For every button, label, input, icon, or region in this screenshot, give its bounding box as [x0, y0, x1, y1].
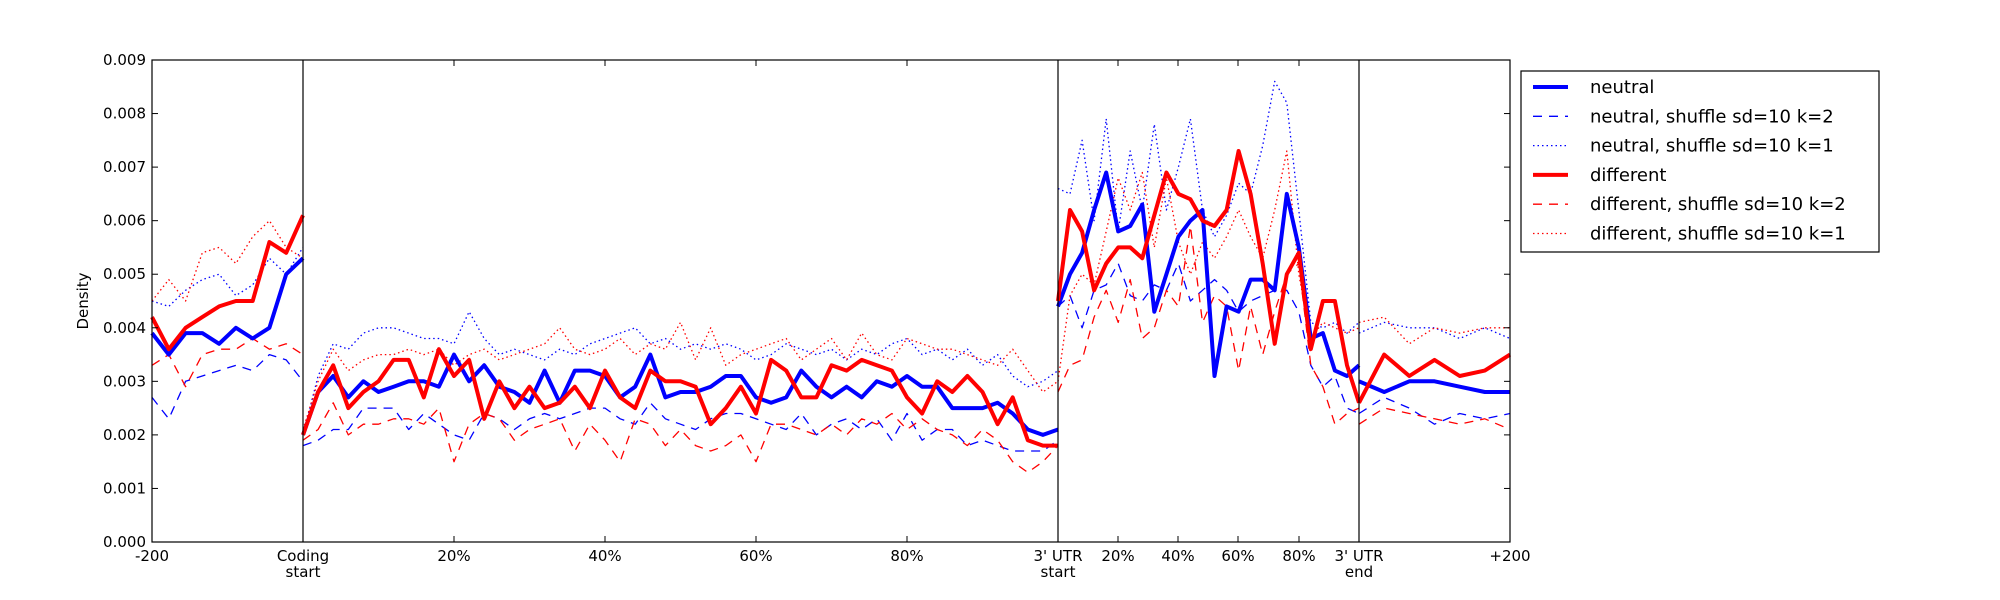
- y-tick-label: 0.008: [103, 105, 146, 123]
- legend-label: different, shuffle sd=10 k=2: [1590, 194, 1846, 215]
- series-line-segment: [302, 321, 1059, 430]
- series-line-segment: [1056, 149, 1361, 404]
- series-line-segment: [301, 347, 1058, 448]
- y-tick-label: 0.002: [103, 426, 146, 444]
- legend-label: different, shuffle sd=10 k=1: [1590, 224, 1846, 245]
- y-axis-label: Density: [74, 272, 92, 329]
- x-tick-label: 80%: [1282, 547, 1315, 565]
- series-layer: [150, 80, 1512, 474]
- legend-label: different: [1590, 165, 1666, 186]
- series-line-segment: [150, 256, 305, 357]
- y-tick-label: 0.001: [103, 479, 146, 497]
- x-tick-label: 3' UTR end: [1335, 547, 1384, 581]
- legend-label: neutral: [1590, 77, 1654, 98]
- series-line-segment: [1357, 352, 1512, 404]
- region-boundaries: [302, 60, 1360, 542]
- x-tick-label: 3' UTR start: [1034, 547, 1083, 581]
- x-tick-label: 20%: [437, 547, 470, 565]
- series-line-segment: [1358, 396, 1511, 425]
- y-tick-label: 0.006: [103, 212, 146, 230]
- series-line-segment: [302, 402, 1059, 474]
- y-tick-label: 0.004: [103, 319, 146, 337]
- series-line-segment: [1358, 407, 1511, 431]
- axes: 0.000 0.001 0.002 0.003 0.004 0.005 0.006 0.007…: [103, 51, 1531, 581]
- y-tick-label: 0.009: [103, 51, 146, 69]
- y-tick-label: 0.003: [103, 372, 146, 390]
- series-different: [150, 149, 1512, 448]
- series-line-segment: [1358, 379, 1510, 394]
- legend-box: [1520, 70, 1880, 253]
- series-line-segment: [1057, 225, 1360, 425]
- x-tick-label: 20%: [1101, 547, 1134, 565]
- x-tick-label: -200: [135, 547, 169, 565]
- series-line-segment: [1057, 80, 1360, 334]
- legend: neutral neutral, shuffle sd=10 k=2 neutral…: [1520, 70, 1880, 253]
- x-tick-label: 40%: [1161, 547, 1194, 565]
- series-line-segment: [151, 337, 304, 388]
- y-tick-label: 0.000: [103, 533, 146, 551]
- x-tick-label: 60%: [739, 547, 772, 565]
- series-neutral-shuffle-sd-10-k-1: [151, 80, 1511, 436]
- series-neutral-shuffle-sd-10-k-2: [151, 262, 1511, 452]
- series-line-segment: [302, 402, 1059, 452]
- plot-frame: [151, 59, 1511, 543]
- series-line-segment: [1358, 321, 1511, 340]
- series-different-shuffle-sd-10-k-1: [151, 150, 1510, 430]
- y-tick-label: 0.007: [103, 158, 146, 176]
- y-tick-label: 0.005: [103, 265, 146, 283]
- series-line-segment: [151, 220, 304, 302]
- x-tick-label: 80%: [890, 547, 923, 565]
- series-line-segment: [302, 311, 1059, 436]
- legend-label: neutral, shuffle sd=10 k=1: [1590, 136, 1834, 157]
- series-different-shuffle-sd-10-k-2: [151, 225, 1511, 474]
- legend-label: neutral, shuffle sd=10 k=2: [1590, 106, 1834, 127]
- series-line-segment: [151, 353, 304, 420]
- x-tick-label: +200: [1489, 547, 1530, 565]
- x-tick-label: 60%: [1221, 547, 1254, 565]
- x-tick-label: 40%: [588, 547, 621, 565]
- series-line-segment: [1358, 316, 1510, 345]
- series-line-segment: [150, 214, 305, 352]
- series-line-segment: [301, 352, 1059, 437]
- x-tick-label: Coding start: [277, 547, 329, 581]
